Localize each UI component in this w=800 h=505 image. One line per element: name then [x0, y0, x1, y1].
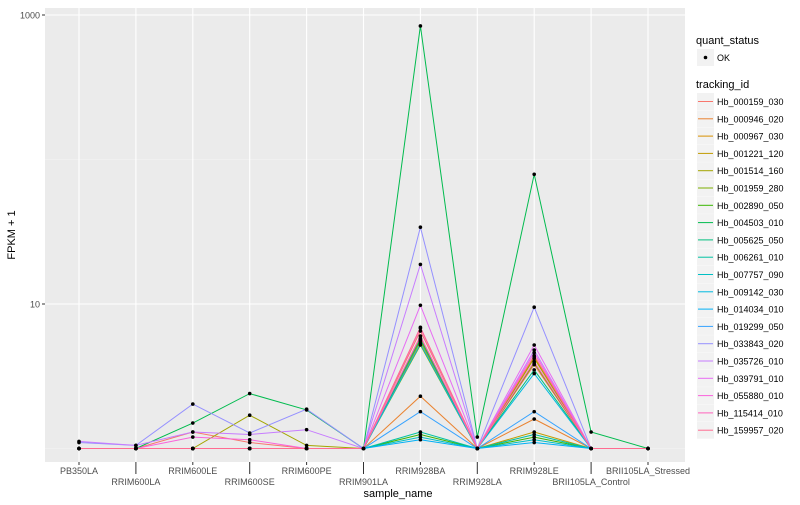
plot-panel — [45, 8, 685, 462]
data-point — [532, 368, 536, 372]
data-point — [77, 446, 81, 451]
x-tick-label: PB350LA — [60, 466, 98, 476]
data-point — [532, 172, 536, 177]
data-point — [589, 430, 593, 434]
legend-label: Hb_039791_010 — [717, 374, 784, 384]
data-point — [418, 430, 423, 434]
x-tick-label: RRIM600LA — [111, 477, 160, 487]
legend-label: Hb_000946_020 — [717, 114, 784, 124]
legend-label: Hb_033843_020 — [717, 339, 784, 349]
data-point — [247, 432, 252, 437]
data-point — [418, 225, 423, 230]
data-point — [191, 430, 195, 434]
data-point — [532, 435, 536, 439]
x-tick-label: RRIM600PE — [282, 466, 332, 476]
data-point — [475, 446, 480, 451]
data-point — [191, 421, 195, 425]
data-point — [532, 353, 536, 358]
data-point — [532, 432, 536, 437]
data-point — [77, 439, 81, 444]
data-point — [418, 394, 423, 399]
legend-label: Hb_009142_030 — [717, 287, 784, 297]
data-point — [532, 359, 536, 364]
data-point — [418, 437, 423, 442]
data-point — [418, 435, 423, 439]
legend-label: Hb_001514_160 — [717, 166, 784, 176]
legend-label: Hb_001959_280 — [717, 184, 784, 194]
data-point — [191, 435, 195, 439]
data-point — [646, 446, 650, 451]
data-point — [247, 440, 252, 445]
data-point — [304, 443, 309, 448]
legend-label: Hb_000967_030 — [717, 132, 784, 142]
legend-label: Hb_019299_050 — [717, 322, 784, 332]
legend-label: Hb_001221_120 — [717, 149, 784, 159]
data-point — [532, 417, 536, 421]
data-point — [589, 446, 593, 451]
data-point — [304, 407, 309, 412]
data-point — [532, 356, 536, 361]
data-point — [418, 24, 423, 28]
x-tick-label: RRIM600SE — [225, 477, 275, 487]
data-point — [532, 348, 536, 352]
legend-label: Hb_007757_090 — [717, 270, 784, 280]
data-point — [532, 440, 536, 445]
data-point — [532, 409, 536, 414]
data-point — [247, 437, 252, 442]
data-point — [532, 343, 536, 347]
legend-label: Hb_006261_010 — [717, 253, 784, 263]
data-point — [532, 305, 536, 310]
legend-label: Hb_004503_010 — [717, 218, 784, 228]
legend-label: Hb_055880_010 — [717, 391, 784, 401]
legend-point-icon — [703, 55, 708, 60]
data-point — [475, 435, 480, 439]
legend-title-tracking-id: tracking_id — [696, 79, 749, 91]
y-axis-title: FPKM + 1 — [6, 210, 18, 259]
data-point — [418, 432, 423, 437]
data-point — [418, 409, 423, 414]
data-point — [532, 430, 536, 434]
legend-label: Hb_159957_020 — [717, 426, 784, 436]
data-point — [304, 427, 309, 432]
y-tick-label: 1000 — [20, 11, 40, 21]
data-point — [304, 446, 309, 451]
data-point — [418, 329, 423, 333]
x-tick-label: BRII105LA_Control — [552, 477, 630, 487]
legend-label: Hb_014034_010 — [717, 305, 784, 315]
data-point — [532, 437, 536, 442]
legend-label: Hb_005625_050 — [717, 235, 784, 245]
data-point — [134, 443, 138, 448]
x-tick-label: RRIM928BA — [395, 466, 445, 476]
data-point — [532, 371, 536, 376]
data-point — [418, 262, 423, 267]
x-axis-title: sample_name — [363, 488, 432, 500]
data-point — [247, 446, 252, 451]
x-tick-label: RRIM600LE — [168, 466, 217, 476]
data-point — [418, 337, 423, 342]
data-point — [247, 391, 252, 396]
y-tick-label: 10 — [30, 300, 40, 310]
legend-label: OK — [717, 53, 730, 63]
x-tick-label: RRIM901LA — [339, 477, 388, 487]
data-point — [418, 303, 423, 308]
data-point — [361, 446, 366, 451]
legend-label: Hb_035726_010 — [717, 357, 784, 367]
x-tick-label: BRII105LA_Stressed — [606, 466, 690, 476]
x-tick-label: RRIM928LE — [510, 466, 559, 476]
data-point — [247, 413, 252, 418]
data-point — [418, 342, 423, 346]
data-point — [134, 446, 138, 451]
x-tick-label: RRIM928LA — [453, 477, 502, 487]
data-point — [418, 325, 423, 330]
legend-label: Hb_002890_050 — [717, 201, 784, 211]
legend-title-quant-status: quant_status — [696, 35, 759, 47]
data-point — [418, 334, 423, 338]
data-point — [532, 350, 536, 355]
data-point — [191, 402, 195, 406]
legend-label: Hb_115414_010 — [717, 408, 783, 418]
legend-label: Hb_000159_030 — [717, 97, 784, 107]
data-point — [191, 446, 195, 451]
